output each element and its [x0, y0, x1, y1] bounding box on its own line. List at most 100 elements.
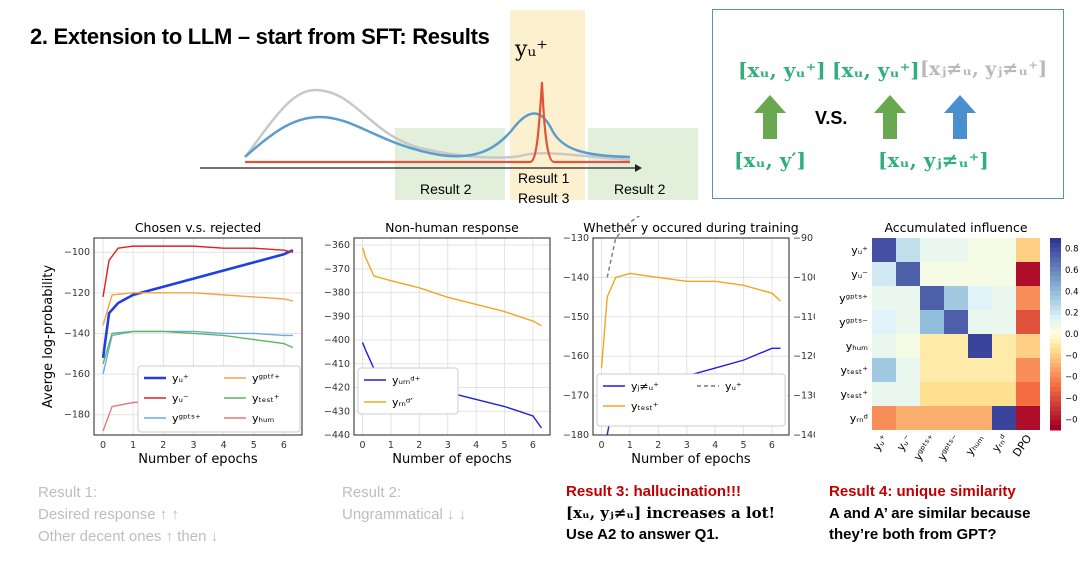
heatmap-cell	[968, 262, 992, 286]
colorbar-segment	[1050, 286, 1061, 292]
x-tick-label: 6	[281, 440, 287, 451]
vs-label: V.S.	[815, 108, 848, 128]
colorbar-segment	[1050, 372, 1061, 378]
result2-line1: Ungrammatical ↓ ↓	[342, 506, 467, 523]
heatmap-cell	[872, 310, 896, 334]
legend-label: yⱼ≠ᵤ⁺	[631, 380, 659, 393]
heatmap-cell	[896, 406, 920, 430]
heatmap-cell	[896, 238, 920, 262]
colorbar-segment	[1050, 290, 1061, 297]
chart-title: Whether y occured during training	[583, 220, 798, 235]
legend-label: yᵤ⁺	[725, 380, 742, 393]
colorbar-tick: −0.6	[1065, 394, 1078, 404]
result3-line1: [xᵤ, yⱼ≠ᵤ] increases a lot!	[566, 504, 776, 522]
heatmap-row-label: yᵤ⁻	[851, 268, 868, 281]
heatmap-cell	[920, 262, 944, 286]
series-line	[101, 248, 294, 358]
region-result2-left	[395, 128, 505, 200]
result1-line1: Desired response ↑ ↑	[38, 506, 179, 523]
heatmap-cell	[968, 286, 992, 310]
colorbar-segment	[1050, 238, 1061, 244]
heatmap-cell	[944, 358, 968, 382]
result2-note: Result 2: Ungrammatical ↓ ↓	[342, 482, 466, 526]
legend-label: yₕᵤₘ	[252, 412, 274, 425]
result4-note: Result 4: unique similarity A and A’ are…	[829, 483, 1031, 545]
heatmap-cell	[944, 406, 968, 430]
heatmap-cell	[920, 382, 944, 406]
heatmap-cell	[944, 382, 968, 406]
series-line	[361, 247, 542, 327]
heatmap-cell	[944, 310, 968, 334]
colorbar-segment	[1050, 271, 1061, 277]
label-result2-right: Result 2	[614, 181, 666, 197]
heatmap-cell	[872, 286, 896, 310]
x-tick-label: 1	[130, 440, 136, 451]
heatmap-cell	[1016, 382, 1040, 406]
colorbar-segment	[1050, 391, 1061, 397]
series-line	[600, 272, 781, 369]
y-right-tick-label: −110	[793, 312, 815, 323]
x-tick-label: 2	[160, 440, 166, 451]
colorbar-segment	[1050, 382, 1061, 388]
y-tick-label: −430	[324, 406, 350, 417]
y-right-tick-label: −90	[793, 233, 813, 244]
x-tick-label: 0	[100, 440, 106, 451]
heatmap-col-label: yᵤ⁺	[870, 432, 890, 453]
heatmap-cell	[920, 358, 944, 382]
legend-label: yₜₑₛₜ⁺	[252, 392, 280, 405]
heatmap-cell	[896, 382, 920, 406]
series-line	[102, 292, 294, 326]
colorbar-segment	[1050, 310, 1061, 316]
x-axis-label: Number of epochs	[392, 452, 512, 467]
region-result2-right	[588, 128, 698, 200]
legend	[596, 373, 786, 427]
y-right-tick-label: −130	[793, 391, 815, 402]
colorbar-segment	[1050, 334, 1061, 340]
heatmap-cell	[944, 238, 968, 262]
colorbar-segment	[1050, 338, 1061, 345]
heatmap-cell	[992, 238, 1016, 262]
colorbar-segment	[1050, 425, 1061, 431]
colorbar-tick: 0.4	[1065, 287, 1078, 297]
heatmap-cell	[992, 310, 1016, 334]
heatmap-cell	[872, 238, 896, 262]
colorbar-segment	[1050, 314, 1061, 321]
distribution-diagram	[200, 10, 698, 200]
colorbar-segment	[1050, 415, 1061, 421]
curve-red	[245, 81, 630, 164]
y-tick-label: −120	[64, 288, 90, 299]
heatmap-cell	[920, 286, 944, 310]
pair-left-bottom: [xᵤ, y′]	[734, 148, 807, 172]
label-result2-left: Result 2	[420, 181, 472, 197]
y-tick-label: −160	[64, 369, 90, 380]
y-tick-label: −140	[64, 328, 90, 339]
result4-line1: A and A’ are similar because	[829, 505, 1031, 522]
colorbar-segment	[1050, 353, 1061, 359]
colorbar-segment	[1050, 401, 1061, 407]
heatmap-cell	[968, 382, 992, 406]
heatmap-cell	[944, 262, 968, 286]
heatmap-col-label: yₕᵤₘ	[963, 432, 987, 458]
x-tick-label: 3	[190, 440, 196, 451]
result4-title: Result 4: unique similarity	[829, 483, 1016, 500]
y-tick-label: −130	[563, 233, 589, 244]
plot-frame	[93, 237, 303, 436]
chart-occurred-training: Whether y occured during training 0 1 2 3 4 5 6…	[563, 216, 815, 467]
colorbar-segment	[1050, 396, 1061, 402]
legend-label: yᵍᵖᵗᶠ⁺	[252, 372, 280, 385]
colorbar-segment	[1050, 247, 1061, 253]
result3-line2: Use A2 to answer Q1.	[566, 526, 719, 543]
x-tick-label: 2	[416, 440, 422, 451]
colorbar-segment	[1050, 281, 1061, 287]
x-tick-label: 6	[769, 440, 775, 451]
legend-label: yₜₑₛₜ⁺	[631, 400, 659, 413]
heatmap-col-label: yᵍᵖᵗˢ⁻	[935, 432, 962, 463]
y-tick-label: −370	[324, 264, 350, 275]
y-right-tick-label: −140	[793, 430, 815, 441]
heatmap-cell	[896, 358, 920, 382]
colorbar-segment	[1050, 329, 1061, 335]
colorbar-segment	[1050, 410, 1061, 417]
comparison-box	[712, 9, 1064, 199]
heatmap-row-label: yₜₑₛₜ⁺	[841, 364, 869, 377]
colorbar-segment	[1050, 252, 1061, 258]
